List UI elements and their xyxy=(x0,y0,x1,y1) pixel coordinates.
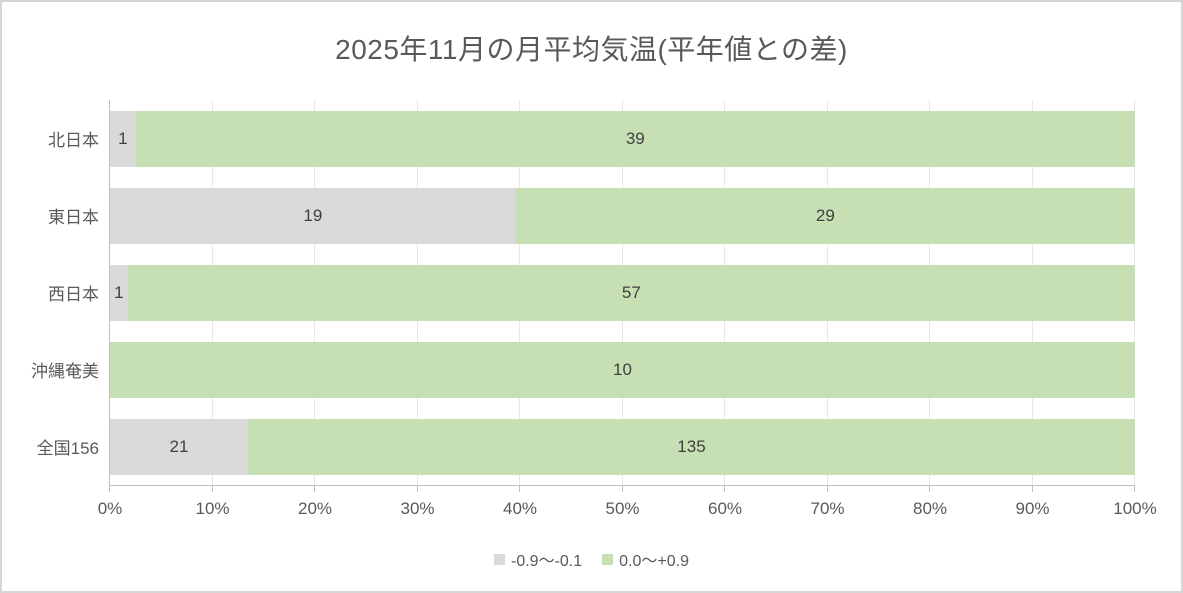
bar-row: 21 135 xyxy=(110,418,1135,475)
bar-segment-positive-range: 57 xyxy=(127,264,1135,321)
x-axis-tick-label: 10% xyxy=(195,499,230,518)
bar-segment-positive-range: 135 xyxy=(247,418,1135,475)
axis-tick xyxy=(211,485,213,492)
bar-row: 1 39 xyxy=(110,110,1135,167)
legend-label: -0.9〜-0.1 xyxy=(511,553,583,570)
x-axis-tick-label: 100% xyxy=(1113,499,1157,518)
axis-tick xyxy=(1031,485,1033,492)
bar-value-label: 1 xyxy=(118,128,128,148)
legend: -0.9〜-0.1 0.0〜+0.9 xyxy=(2,547,1181,571)
bar-value-label: 57 xyxy=(621,282,641,302)
axis-tick xyxy=(314,485,315,492)
axis-tick xyxy=(826,485,828,492)
category-label: 全国156 xyxy=(36,439,99,458)
bar-row: 10 xyxy=(110,341,1135,398)
bar-segment-positive-range: 39 xyxy=(135,110,1135,167)
category-label: 沖縄奄美 xyxy=(31,362,99,381)
bar-value-label: 19 xyxy=(303,205,323,225)
legend-swatch xyxy=(602,553,614,565)
bar-segment-negative-range: 1 xyxy=(110,110,136,167)
legend-item: 0.0〜+0.9 xyxy=(602,547,689,571)
axis-tick xyxy=(929,485,930,492)
bar-segment-positive-range: 29 xyxy=(515,187,1135,244)
x-axis-tick-label: 20% xyxy=(297,499,333,518)
axis-tick xyxy=(724,485,725,492)
bar-value-label: 29 xyxy=(815,205,835,225)
bar-segment-negative-range: 21 xyxy=(110,418,248,475)
bar-value-label: 10 xyxy=(613,359,632,379)
bar-segment-positive-range: 10 xyxy=(110,341,1135,398)
bar-row: 1 57 xyxy=(110,264,1135,321)
bar-row: 19 29 xyxy=(110,187,1135,244)
axis-tick xyxy=(1134,485,1135,492)
category-label: 北日本 xyxy=(48,131,99,150)
x-axis-tick-label: 40% xyxy=(502,499,538,518)
x-axis-tick-label: 60% xyxy=(707,499,743,518)
axis-tick xyxy=(621,485,623,492)
bar-segment-negative-range: 19 xyxy=(110,187,516,244)
legend-swatch xyxy=(494,553,505,565)
axis-tick xyxy=(519,485,520,492)
x-axis-tick-label: 90% xyxy=(1015,499,1050,518)
bar-value-label: 39 xyxy=(625,128,645,148)
plot-area: 0% 10% 20% 30% 40% 50% 60% 70% 80% 90% 100% 北日本 1 39 東… xyxy=(31,100,1157,518)
x-axis-tick-label: 30% xyxy=(400,499,435,518)
x-axis-tick-label: 70% xyxy=(810,499,845,518)
x-axis-tick-label: 80% xyxy=(912,499,948,518)
bar-value-label: 135 xyxy=(677,436,706,456)
legend-label: 0.0〜+0.9 xyxy=(619,553,689,570)
axis-tick xyxy=(109,485,110,492)
category-label: 東日本 xyxy=(48,208,99,227)
x-axis-tick-label: 50% xyxy=(605,499,640,518)
chart-title: 2025年11月の月平均気温(平年値との差) xyxy=(335,34,848,65)
legend-item: -0.9〜-0.1 xyxy=(494,547,582,571)
axis-tick xyxy=(416,485,418,492)
x-axis-tick-label: 0% xyxy=(97,499,123,518)
bar-segment-negative-range: 1 xyxy=(110,264,128,321)
category-label: 西日本 xyxy=(48,285,99,304)
bar-value-label: 1 xyxy=(114,282,124,302)
bar-value-label: 21 xyxy=(169,436,189,456)
